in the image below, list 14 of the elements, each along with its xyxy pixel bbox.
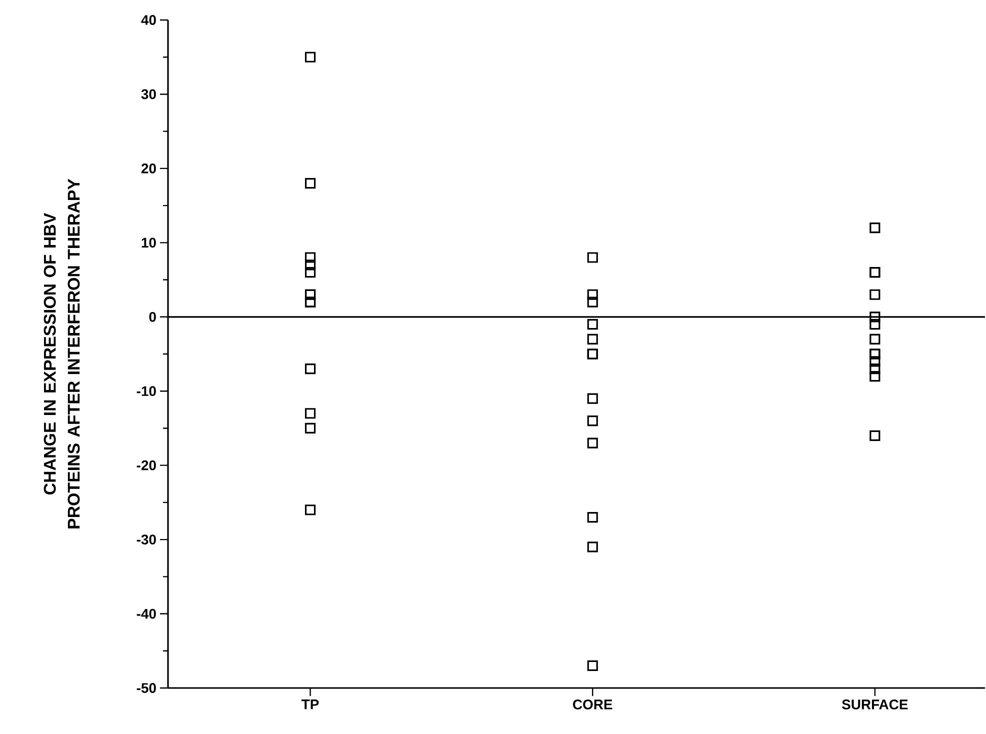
- x-tick-label: TP: [302, 700, 319, 710]
- y-tick-label: 10: [142, 238, 156, 248]
- y-tick-label: -40: [136, 608, 156, 619]
- x-tick-label: SURFACE: [842, 700, 908, 710]
- y-tick-label: 0: [149, 312, 156, 322]
- y-tick-label: -10: [136, 386, 156, 396]
- y-axis-title: CHANGE IN EXPRESSION OF HBV PROTEINS AFTER INTERFERON THERAPY: [44, 178, 80, 528]
- y-tick-label: 30: [141, 89, 156, 100]
- y-tick-label: 40: [141, 15, 156, 25]
- y-tick-label: -30: [136, 534, 156, 545]
- y-tick-label: 20: [141, 163, 156, 174]
- y-tick-label: -20: [136, 460, 156, 470]
- y-tick-label: -50: [136, 683, 156, 693]
- x-tick-label: CORE: [573, 700, 612, 710]
